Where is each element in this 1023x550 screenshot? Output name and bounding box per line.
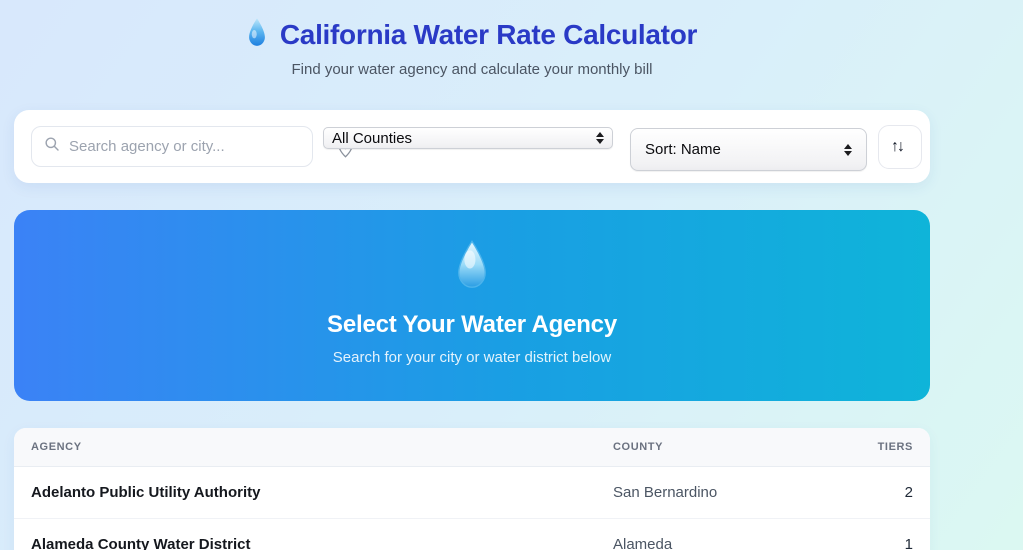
county-filter-value: All Counties	[332, 129, 413, 147]
agency-table-card: AGENCY COUNTY TIERS Adelanto Public Util…	[14, 428, 930, 550]
page-title: California Water Rate Calculator	[279, 19, 698, 50]
agency-name: Alameda County Water District	[14, 518, 596, 550]
select-stepper-icon	[596, 132, 604, 144]
search-icon	[44, 136, 60, 157]
water-drop-icon	[455, 239, 489, 295]
table-header-row: AGENCY COUNTY TIERS	[14, 428, 930, 467]
column-header-county: COUNTY	[596, 428, 830, 467]
page-container: California Water Rate Calculator Find yo…	[14, 0, 930, 550]
filter-toolbar: All Counties Sort: Name ↑↓	[14, 110, 930, 183]
table-row[interactable]: Alameda County Water District Alameda 1	[14, 518, 930, 550]
search-input[interactable]	[69, 138, 300, 155]
app-header: California Water Rate Calculator Find yo…	[14, 0, 930, 78]
agency-tiers: 2	[830, 466, 930, 519]
agency-tiers: 1	[830, 518, 930, 550]
search-box[interactable]	[31, 126, 313, 167]
agency-name: Adelanto Public Utility Authority	[14, 466, 596, 519]
agency-county: San Bernardino	[596, 466, 830, 519]
column-header-agency: AGENCY	[14, 428, 596, 467]
sort-direction-button[interactable]: ↑↓	[878, 125, 922, 169]
column-header-tiers: TIERS	[830, 428, 930, 467]
agency-table: AGENCY COUNTY TIERS Adelanto Public Util…	[14, 428, 930, 550]
banner-heading: Select Your Water Agency	[327, 310, 617, 338]
sort-select-value: Sort: Name	[645, 141, 721, 158]
banner-subheading: Search for your city or water district b…	[332, 348, 612, 366]
table-row[interactable]: Adelanto Public Utility Authority San Be…	[14, 466, 930, 519]
page-subtitle: Find your water agency and calculate you…	[291, 61, 653, 78]
county-filter-select[interactable]: All Counties	[323, 127, 613, 149]
select-agency-banner: Select Your Water Agency Search for your…	[14, 210, 930, 401]
select-stepper-icon	[844, 143, 852, 156]
water-drop-icon	[247, 17, 267, 53]
agency-county: Alameda	[596, 518, 830, 550]
sort-select[interactable]: Sort: Name	[630, 128, 867, 171]
